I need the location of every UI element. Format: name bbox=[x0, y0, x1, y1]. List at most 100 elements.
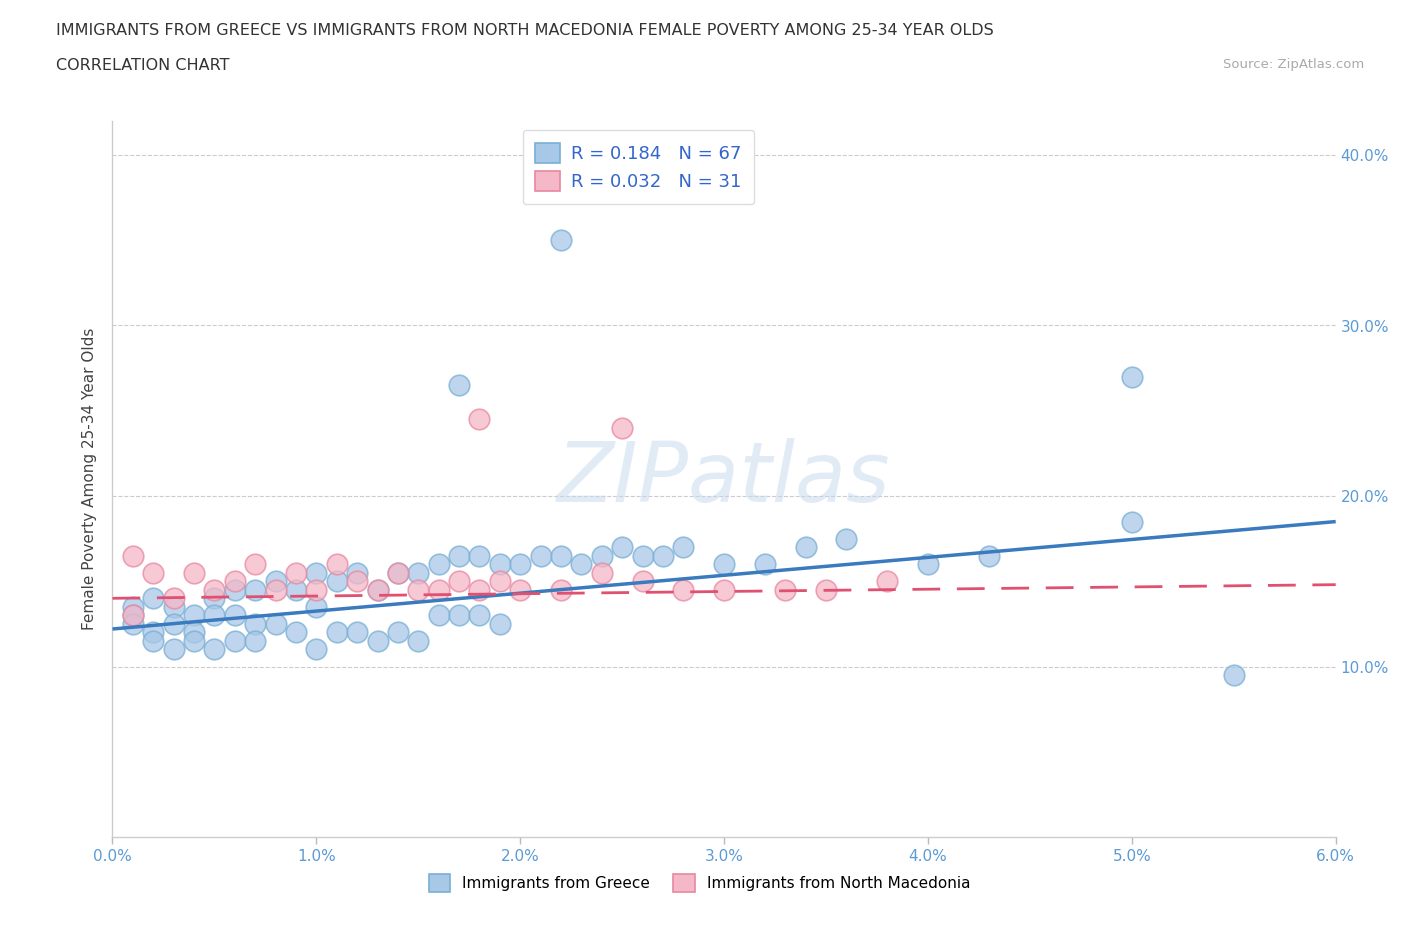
Point bbox=[245, 582, 267, 597]
Point bbox=[305, 582, 328, 597]
Point bbox=[346, 574, 368, 589]
Point bbox=[794, 539, 817, 554]
Point bbox=[509, 582, 531, 597]
Point bbox=[122, 549, 145, 564]
Point bbox=[326, 557, 349, 572]
Point bbox=[326, 625, 349, 640]
Point bbox=[775, 582, 797, 597]
Text: ZIPatlas: ZIPatlas bbox=[557, 438, 891, 520]
Point bbox=[815, 582, 838, 597]
Point bbox=[449, 549, 471, 564]
Point bbox=[917, 557, 939, 572]
Point bbox=[1121, 514, 1143, 529]
Point bbox=[631, 574, 654, 589]
Point bbox=[427, 557, 450, 572]
Point bbox=[631, 549, 654, 564]
Point bbox=[427, 582, 450, 597]
Point bbox=[163, 591, 186, 605]
Point bbox=[122, 608, 145, 623]
Point bbox=[713, 165, 735, 179]
Point bbox=[571, 557, 593, 572]
Point bbox=[305, 642, 328, 657]
Point bbox=[163, 642, 186, 657]
Point bbox=[163, 600, 186, 615]
Point bbox=[509, 557, 531, 572]
Point bbox=[245, 557, 267, 572]
Point bbox=[449, 608, 471, 623]
Point bbox=[183, 633, 205, 648]
Point bbox=[408, 565, 430, 580]
Point bbox=[591, 565, 613, 580]
Point bbox=[183, 565, 205, 580]
Point bbox=[468, 582, 491, 597]
Point bbox=[468, 412, 491, 427]
Point bbox=[449, 574, 471, 589]
Point bbox=[204, 591, 226, 605]
Point bbox=[612, 420, 634, 435]
Point bbox=[122, 600, 145, 615]
Point bbox=[876, 574, 898, 589]
Point bbox=[284, 582, 308, 597]
Point bbox=[468, 608, 491, 623]
Point bbox=[408, 633, 430, 648]
Point bbox=[468, 549, 491, 564]
Point bbox=[387, 625, 409, 640]
Point bbox=[204, 582, 226, 597]
Point bbox=[224, 633, 246, 648]
Point bbox=[264, 617, 287, 631]
Point bbox=[224, 608, 246, 623]
Point bbox=[387, 565, 409, 580]
Y-axis label: Female Poverty Among 25-34 Year Olds: Female Poverty Among 25-34 Year Olds bbox=[82, 327, 97, 631]
Point bbox=[612, 539, 634, 554]
Point bbox=[449, 378, 471, 392]
Point bbox=[284, 565, 308, 580]
Point bbox=[122, 608, 145, 623]
Point bbox=[245, 633, 267, 648]
Point bbox=[305, 600, 328, 615]
Point bbox=[530, 549, 553, 564]
Point bbox=[387, 565, 409, 580]
Point bbox=[284, 625, 308, 640]
Point bbox=[183, 608, 205, 623]
Point bbox=[1121, 369, 1143, 384]
Point bbox=[142, 625, 165, 640]
Point bbox=[122, 617, 145, 631]
Point bbox=[550, 549, 572, 564]
Point bbox=[346, 625, 368, 640]
Point bbox=[326, 574, 349, 589]
Point bbox=[408, 582, 430, 597]
Point bbox=[163, 617, 186, 631]
Point bbox=[142, 633, 165, 648]
Point bbox=[367, 582, 389, 597]
Point bbox=[367, 633, 389, 648]
Point bbox=[224, 582, 246, 597]
Point bbox=[550, 582, 572, 597]
Point bbox=[427, 608, 450, 623]
Point bbox=[305, 565, 328, 580]
Point bbox=[1223, 668, 1246, 683]
Point bbox=[652, 549, 675, 564]
Point bbox=[754, 557, 776, 572]
Point bbox=[713, 557, 735, 572]
Point bbox=[489, 574, 512, 589]
Point bbox=[713, 582, 735, 597]
Point bbox=[489, 617, 512, 631]
Point bbox=[224, 574, 246, 589]
Point bbox=[245, 617, 267, 631]
Point bbox=[367, 582, 389, 597]
Text: IMMIGRANTS FROM GREECE VS IMMIGRANTS FROM NORTH MACEDONIA FEMALE POVERTY AMONG 2: IMMIGRANTS FROM GREECE VS IMMIGRANTS FRO… bbox=[56, 23, 994, 38]
Text: Source: ZipAtlas.com: Source: ZipAtlas.com bbox=[1223, 58, 1364, 71]
Point bbox=[264, 574, 287, 589]
Point bbox=[346, 565, 368, 580]
Point bbox=[591, 549, 613, 564]
Legend: Immigrants from Greece, Immigrants from North Macedonia: Immigrants from Greece, Immigrants from … bbox=[420, 865, 980, 901]
Point bbox=[672, 539, 695, 554]
Point bbox=[142, 565, 165, 580]
Text: CORRELATION CHART: CORRELATION CHART bbox=[56, 58, 229, 73]
Point bbox=[672, 582, 695, 597]
Point bbox=[142, 591, 165, 605]
Point bbox=[204, 608, 226, 623]
Point bbox=[183, 625, 205, 640]
Point bbox=[550, 232, 572, 247]
Point bbox=[489, 557, 512, 572]
